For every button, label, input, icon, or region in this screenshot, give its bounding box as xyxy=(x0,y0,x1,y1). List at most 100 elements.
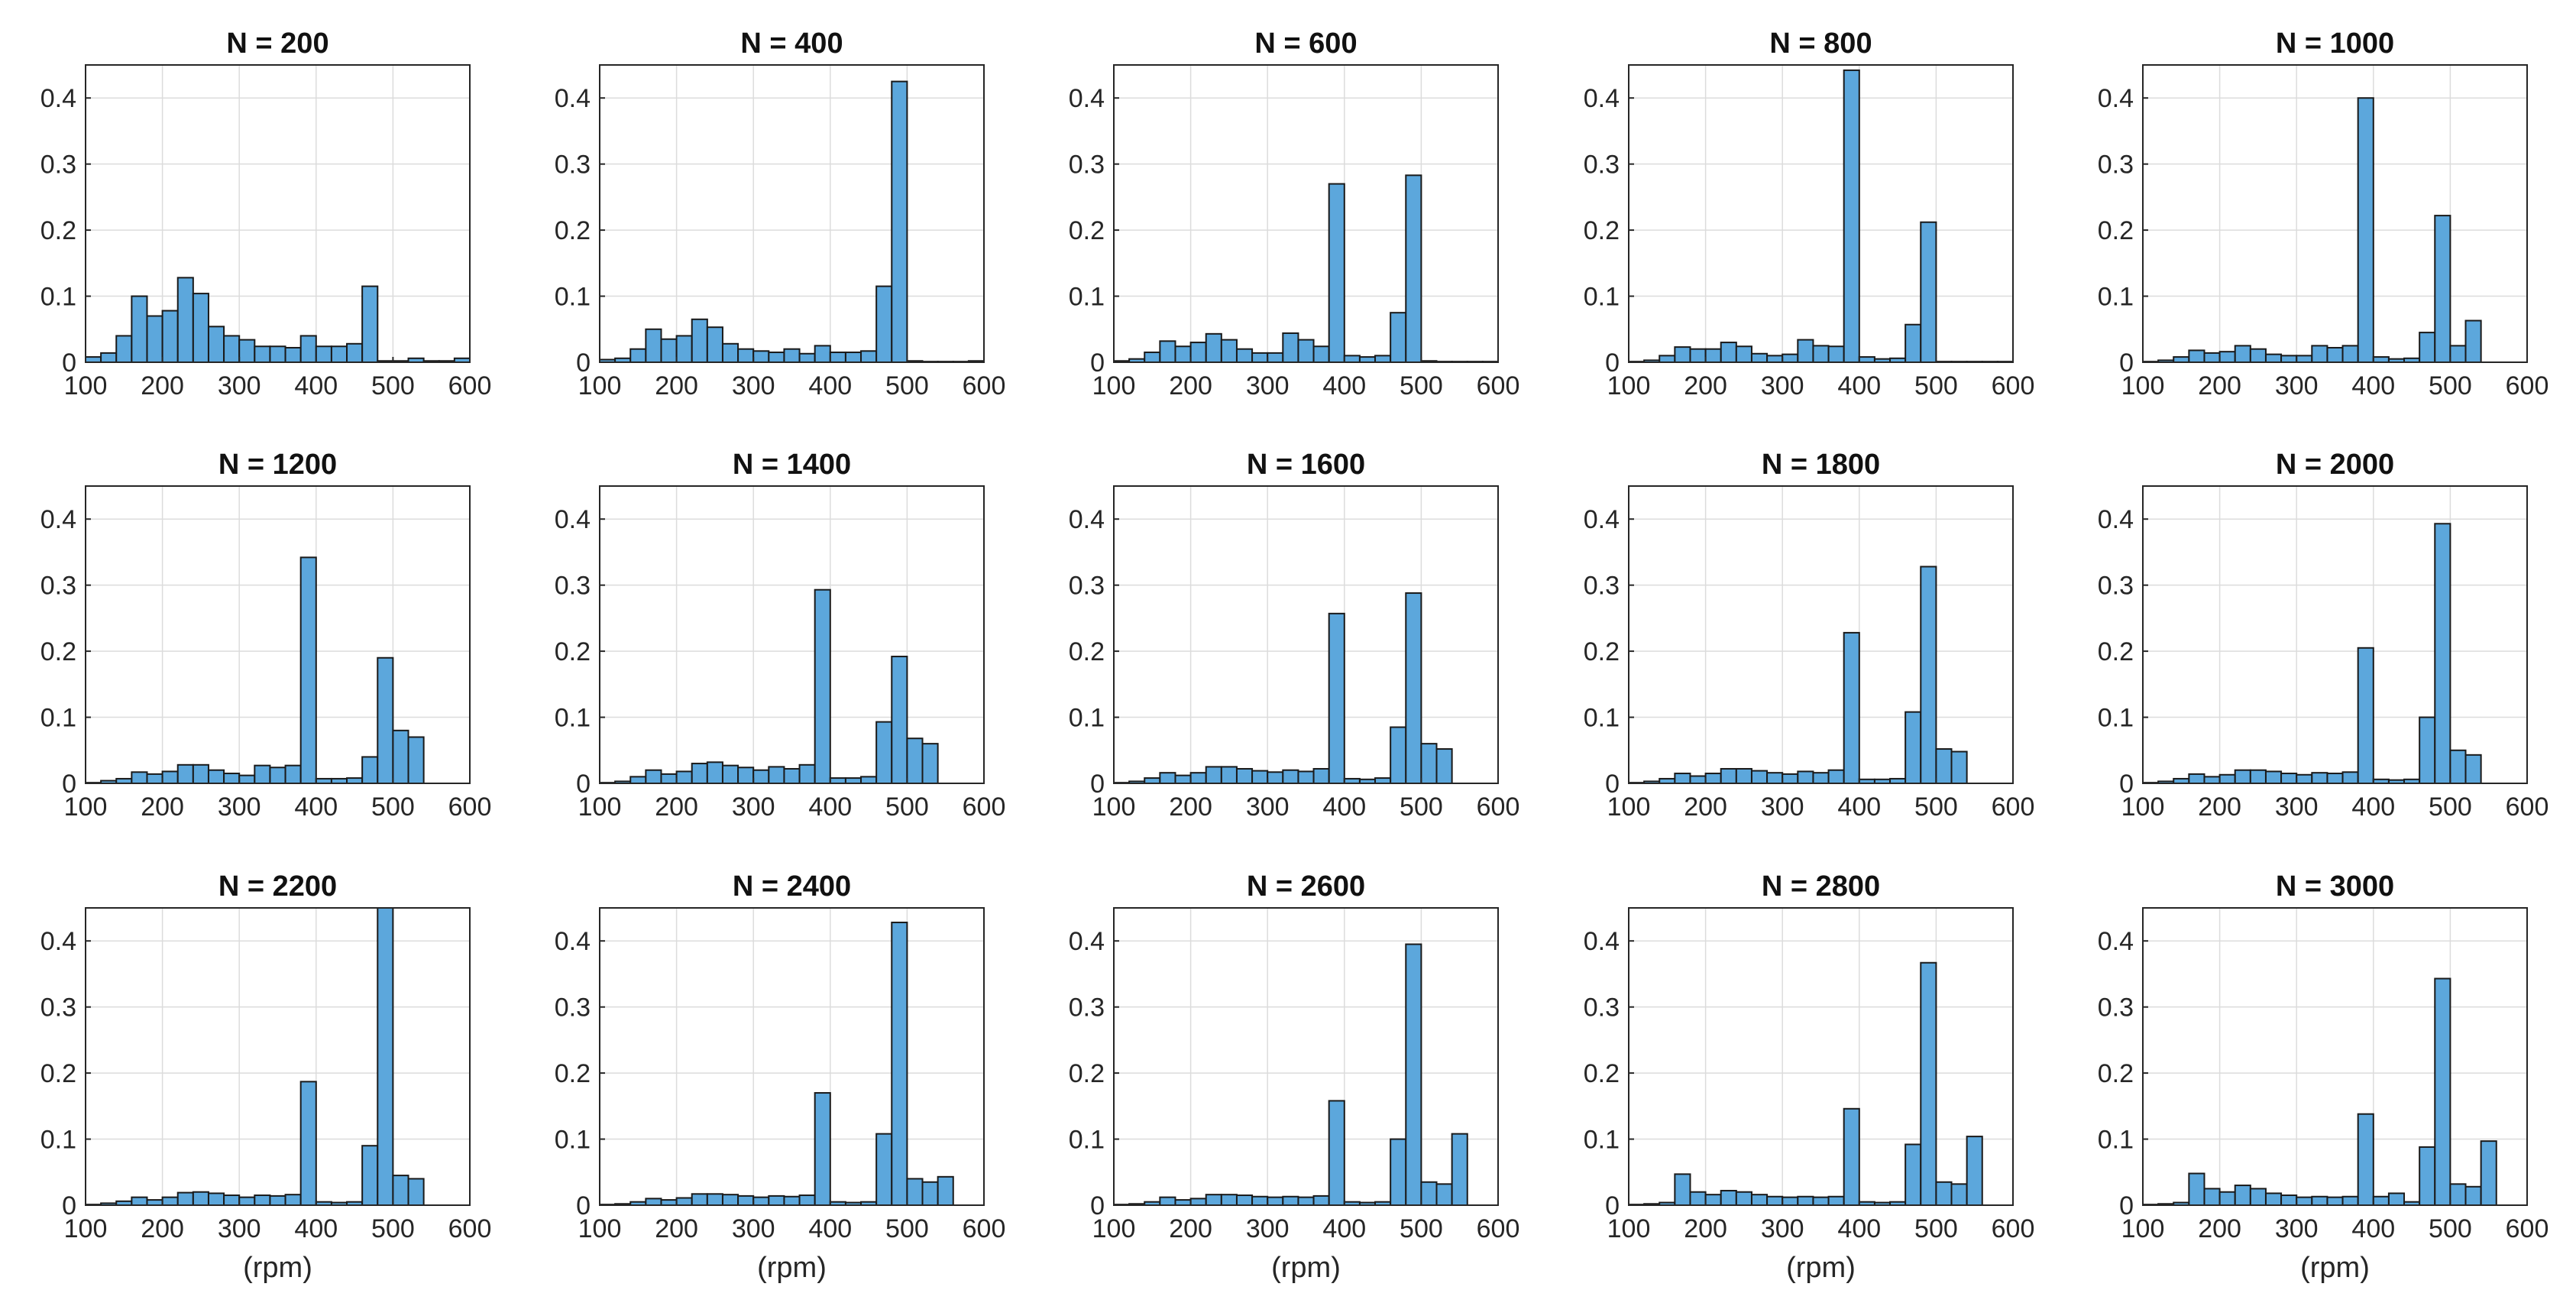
histogram-bar xyxy=(1935,1181,1953,1206)
x-tick-label: 200 xyxy=(655,1214,698,1243)
x-tick-label: 600 xyxy=(1992,1214,2035,1243)
histogram-bar xyxy=(1420,743,1438,785)
y-tick-label: 0.1 xyxy=(1069,1126,1105,1155)
y-tick-label: 0.3 xyxy=(1584,993,1620,1023)
y-tick-label: 0.2 xyxy=(1584,637,1620,666)
x-tick-label: 600 xyxy=(963,1214,1006,1243)
histogram-bar xyxy=(176,277,194,363)
histogram-bar xyxy=(1328,183,1345,363)
y-tick-label: 0.3 xyxy=(1584,151,1620,180)
histogram-bar xyxy=(737,767,755,785)
histogram-bar xyxy=(660,1199,678,1207)
x-tick-label: 100 xyxy=(578,793,622,822)
subplot-title: N = 2600 xyxy=(1247,870,1365,903)
histogram-bar xyxy=(829,777,846,785)
histogram-bar xyxy=(2203,776,2221,784)
subplot-title: N = 200 xyxy=(226,28,328,60)
histogram-bar xyxy=(2419,1146,2436,1206)
subplot-14: 100 200 300 400 500 600 0 0.1 0.2 0.3 0.4 N = 2800 (… xyxy=(1584,870,2035,1284)
y-tick-label: 0.1 xyxy=(1584,704,1620,733)
subplot-5: 100 200 300 400 500 600 0 0.1 0.2 0.3 0.4 N = 1000 xyxy=(2098,28,2549,400)
x-tick-label: 300 xyxy=(1246,793,1290,822)
y-tick-label: 0 xyxy=(576,770,591,799)
x-tick-label: 200 xyxy=(1684,1214,1727,1243)
histogram-bar xyxy=(660,773,678,784)
x-tick-label: 400 xyxy=(1322,793,1366,822)
histogram-bar xyxy=(2449,345,2467,363)
histogram-bar xyxy=(361,756,379,785)
histogram-bar xyxy=(192,293,209,363)
histogram-bar xyxy=(2341,345,2359,363)
histogram-bar xyxy=(1435,748,1453,784)
histogram-bar xyxy=(675,1197,693,1206)
histogram-bar xyxy=(1797,770,1814,785)
subplot-4: 100 200 300 400 500 600 0 0.1 0.2 0.3 0.4 N = 800 xyxy=(1584,28,2035,400)
histogram-bar xyxy=(2449,1183,2467,1206)
y-tick-label: 0.3 xyxy=(555,993,591,1023)
x-tick-label: 200 xyxy=(655,793,698,822)
histogram-bar xyxy=(1966,1136,1983,1206)
histogram-bar xyxy=(2296,773,2313,784)
histogram-bar xyxy=(1144,777,1161,785)
histogram-bar xyxy=(2311,1195,2328,1206)
histogram-bar xyxy=(860,350,878,363)
x-tick-label: 500 xyxy=(371,1214,415,1243)
histogram-bar xyxy=(783,348,801,364)
histogram-bar xyxy=(1827,345,1845,363)
y-tick-label: 0.4 xyxy=(1584,927,1620,956)
histogram-bar xyxy=(1235,767,1254,785)
x-tick-label: 300 xyxy=(1761,1214,1804,1243)
histogram-bar xyxy=(660,338,678,364)
histogram-bar xyxy=(1297,770,1315,785)
histogram-bar xyxy=(937,1175,954,1206)
histogram-bar xyxy=(691,318,708,363)
y-tick-label: 0.1 xyxy=(2098,283,2134,312)
histogram-bar xyxy=(2480,1140,2497,1207)
y-tick-label: 0.1 xyxy=(1069,704,1105,733)
histogram-bar xyxy=(238,1196,256,1207)
histogram-bar xyxy=(192,763,209,784)
histogram-bar xyxy=(2341,1195,2359,1206)
x-tick-label: 400 xyxy=(1837,1214,1881,1243)
x-tick-label: 200 xyxy=(1684,371,1727,400)
y-tick-label: 0.4 xyxy=(1069,84,1105,113)
x-tick-label: 100 xyxy=(2121,793,2165,822)
x-tick-label: 300 xyxy=(218,1214,261,1243)
histogram-bar xyxy=(2449,749,2467,784)
subplot-title: N = 2800 xyxy=(1762,870,1880,903)
axis-box xyxy=(1113,907,1499,1206)
histogram-bar xyxy=(269,1194,286,1207)
histogram-bar xyxy=(1297,339,1315,363)
x-tick-label: 600 xyxy=(1477,793,1520,822)
histogram-bar xyxy=(115,335,133,363)
histogram-bar xyxy=(1950,1183,1968,1206)
x-tick-label: 100 xyxy=(1607,371,1651,400)
x-tick-label: 600 xyxy=(963,371,1006,400)
histogram-bar xyxy=(407,1178,425,1207)
histogram-bar xyxy=(921,743,939,785)
x-axis-label: (rpm) xyxy=(2300,1252,2370,1284)
histogram-bar xyxy=(2464,754,2482,785)
x-tick-label: 100 xyxy=(1607,793,1651,822)
y-tick-label: 0.2 xyxy=(1069,637,1105,666)
histogram-bar xyxy=(2419,332,2436,364)
histogram-bar xyxy=(1904,323,1922,363)
x-tick-label: 600 xyxy=(2506,793,2549,822)
y-tick-label: 0.4 xyxy=(40,505,76,534)
histogram-bar xyxy=(706,761,723,784)
y-tick-label: 0.2 xyxy=(555,637,591,666)
histogram-bar xyxy=(1674,346,1691,363)
histogram-bar xyxy=(1920,566,1937,784)
y-tick-label: 0.2 xyxy=(1584,1059,1620,1088)
x-tick-label: 500 xyxy=(371,371,415,400)
histogram-bar xyxy=(1689,348,1707,364)
x-tick-label: 500 xyxy=(371,793,415,822)
y-tick-label: 0.4 xyxy=(555,84,591,113)
x-tick-label: 200 xyxy=(2198,1214,2241,1243)
histogram-bar xyxy=(1689,1191,1707,1206)
x-tick-label: 500 xyxy=(1400,371,1443,400)
histogram-bar xyxy=(2311,345,2328,363)
y-tick-label: 0 xyxy=(62,1191,76,1220)
histogram-bar xyxy=(85,356,102,363)
